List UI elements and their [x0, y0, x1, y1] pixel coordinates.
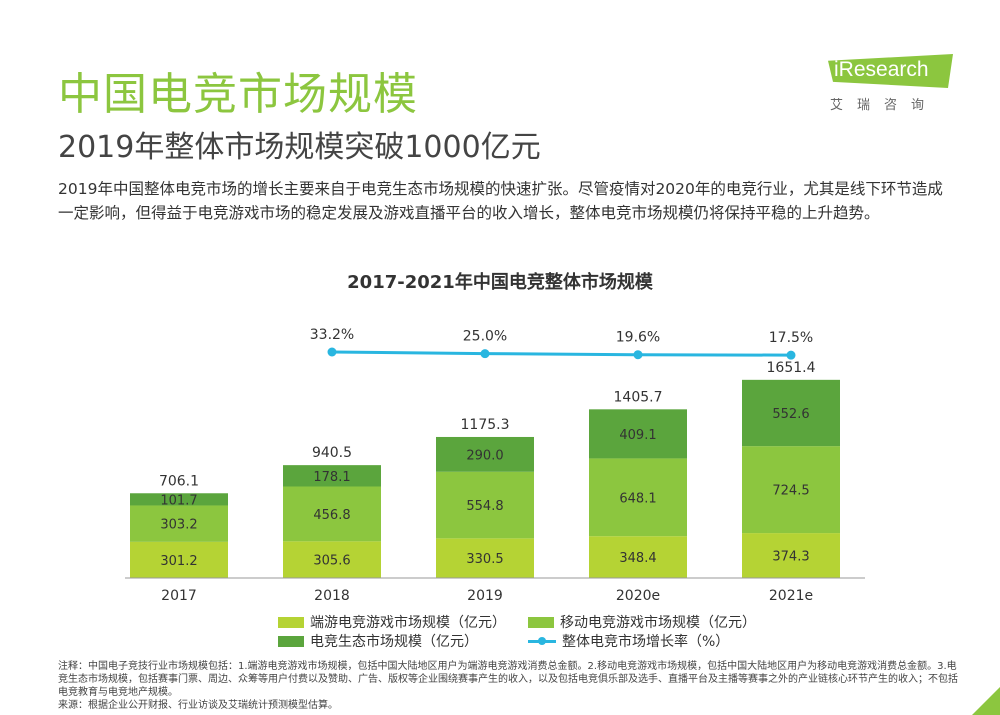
legend-item-mobile: 移动电竞游戏市场规模（亿元） — [528, 612, 756, 632]
bar-segment-pc-2019 — [436, 538, 534, 578]
bar-value-label: 290.0 — [466, 448, 503, 463]
bar-value-label: 348.4 — [619, 551, 656, 566]
page-title: 中国电竞市场规模 — [58, 69, 418, 120]
bar-segment-mobile-2018 — [283, 486, 381, 542]
bar-segment-eco-2020e — [589, 409, 687, 459]
logo-banner — [828, 54, 953, 88]
growth-rate-label: 33.2% — [310, 327, 354, 343]
legend-swatch-growth — [528, 636, 556, 645]
bar-value-label: 305.6 — [313, 554, 350, 569]
note-text: 注释：中国电子竞技行业市场规模包括：1.端游电竞游戏市场规模，包括中国大陆地区用… — [58, 661, 958, 698]
legend-label-growth: 整体电竞市场增长率（%） — [562, 634, 730, 650]
bar-value-label: 456.8 — [313, 508, 350, 523]
footnotes: 注释：中国电子竞技行业市场规模包括：1.端游电竞游戏市场规模，包括中国大陆地区用… — [58, 660, 958, 712]
source-text: 来源：根据企业公开财报、行业访谈及艾瑞统计预测模型估算。 — [58, 700, 338, 711]
page-subtitle: 2019年整体市场规模突破1000亿元 — [58, 130, 541, 165]
growth-rate-label: 25.0% — [463, 329, 507, 345]
bar-segment-pc-2017 — [130, 541, 228, 578]
growth-rate-label: 17.5% — [769, 330, 813, 346]
bar-total-label: 706.1 — [159, 473, 199, 489]
bar-value-label: 724.5 — [772, 484, 809, 499]
bar-segment-mobile-2019 — [436, 471, 534, 539]
legend-swatch-eco — [278, 635, 304, 647]
bar-segment-mobile-2021e — [742, 446, 840, 534]
growth-rate-point — [327, 347, 337, 357]
bar-value-label: 178.1 — [313, 470, 350, 485]
x-tick-label: 2020e — [616, 588, 660, 604]
bar-segment-eco-2017 — [130, 493, 228, 506]
bar-segment-pc-2021e — [742, 533, 840, 578]
bar-total-label: 1651.4 — [767, 360, 816, 376]
legend-label-mobile: 移动电竞游戏市场规模（亿元） — [560, 615, 756, 631]
bar-segment-mobile-2017 — [130, 505, 228, 542]
iresearch-logo: iResearch 艾瑞咨询 — [828, 52, 953, 114]
growth-rate-point — [480, 349, 490, 359]
x-tick-label: 2018 — [314, 588, 350, 604]
growth-rate-point — [786, 350, 796, 360]
bar-value-label: 554.8 — [466, 499, 503, 514]
corner-decoration — [972, 687, 1000, 715]
bar-segment-eco-2019 — [436, 436, 534, 472]
growth-rate-point — [633, 350, 643, 360]
bar-segment-pc-2020e — [589, 536, 687, 578]
growth-rate-label: 19.6% — [616, 330, 660, 346]
bar-value-label: 409.1 — [619, 428, 656, 443]
x-tick-label: 2021e — [769, 588, 813, 604]
legend-item-growth: 整体电竞市场增长率（%） — [528, 631, 729, 651]
legend-item-eco: 电竞生态市场规模（亿元） — [278, 631, 478, 651]
bar-segment-mobile-2020e — [589, 458, 687, 537]
chart-title: 2017-2021年中国电竞整体市场规模 — [347, 271, 654, 293]
bar-value-label: 301.2 — [160, 554, 197, 569]
legend-item-pc: 端游电竞游戏市场规模（亿元） — [278, 612, 506, 632]
logo-subtext: 艾瑞咨询 — [830, 98, 939, 113]
bar-value-label: 648.1 — [619, 491, 656, 506]
bar-total-label: 1405.7 — [614, 389, 663, 405]
bar-segment-eco-2021e — [742, 379, 840, 447]
legend-swatch-mobile — [528, 616, 554, 628]
bar-value-label: 101.7 — [160, 493, 197, 508]
bar-value-label: 552.6 — [772, 407, 809, 422]
bar-value-label: 374.3 — [772, 550, 809, 565]
growth-rate-line — [331, 350, 792, 357]
x-tick-label: 2019 — [467, 588, 503, 604]
bar-value-label: 303.2 — [160, 518, 197, 533]
page-description: 2019年中国整体电竞市场的增长主要来自于电竞生态市场规模的快速扩张。尽管疫情对… — [58, 180, 943, 222]
bar-segment-pc-2018 — [283, 541, 381, 578]
bar-segment-eco-2018 — [283, 465, 381, 487]
x-tick-label: 2017 — [161, 588, 197, 604]
bar-value-label: 330.5 — [466, 552, 503, 567]
bar-total-label: 1175.3 — [461, 417, 510, 433]
legend-label-eco: 电竞生态市场规模（亿元） — [310, 634, 478, 650]
legend-swatch-pc — [278, 616, 304, 628]
bar-total-label: 940.5 — [312, 445, 352, 461]
legend-label-pc: 端游电竞游戏市场规模（亿元） — [310, 615, 506, 631]
logo-text: iResearch — [834, 58, 929, 81]
